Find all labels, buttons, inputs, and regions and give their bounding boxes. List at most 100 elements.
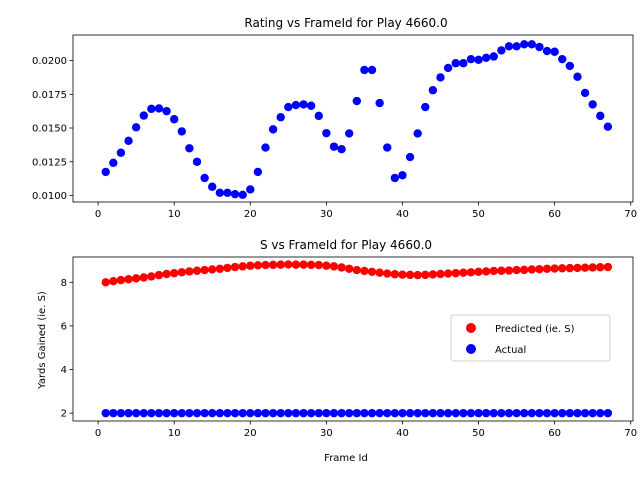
x-tick-label: 40 — [396, 428, 409, 439]
x-tick-label: 0 — [95, 428, 101, 439]
data-point — [558, 408, 567, 418]
data-point — [527, 40, 536, 49]
data-point — [337, 263, 346, 272]
data-point — [284, 102, 293, 112]
data-point — [443, 408, 453, 418]
data-point — [314, 408, 323, 418]
data-point — [200, 173, 209, 183]
data-point — [177, 127, 186, 136]
data-point — [451, 268, 460, 278]
data-point — [230, 262, 240, 272]
data-point — [131, 123, 141, 132]
legend-label-actual: Actual — [495, 345, 526, 356]
x-tick-label: 50 — [472, 209, 485, 220]
data-point — [162, 269, 171, 279]
x-tick-label: 0 — [95, 209, 101, 220]
data-point — [306, 101, 316, 110]
data-point — [329, 262, 339, 271]
data-point — [337, 408, 346, 418]
y-axis-label: Yards Gained (ie. S) — [37, 291, 48, 390]
data-point — [443, 269, 453, 278]
data-point — [162, 106, 171, 116]
data-point — [314, 111, 323, 121]
y-tick-label: 2 — [61, 409, 67, 420]
data-point — [504, 42, 514, 51]
data-point — [124, 136, 133, 146]
plot-frame — [72, 34, 634, 203]
data-point — [185, 144, 194, 153]
data-point — [580, 263, 590, 272]
data-point — [535, 408, 544, 418]
data-point — [253, 261, 263, 270]
data-point — [588, 263, 597, 272]
data-point — [147, 408, 156, 418]
data-point — [550, 47, 559, 56]
data-point — [329, 408, 339, 418]
data-point — [261, 260, 270, 270]
data-point — [367, 267, 377, 277]
data-point — [466, 268, 476, 277]
x-tick-label: 20 — [244, 428, 257, 439]
data-point — [428, 86, 438, 95]
data-point — [230, 408, 240, 418]
data-point — [322, 261, 331, 270]
data-point — [573, 263, 582, 273]
data-point — [185, 267, 194, 276]
data-point — [284, 260, 293, 269]
data-point — [291, 408, 301, 418]
data-point — [428, 270, 438, 279]
data-point — [383, 143, 392, 152]
data-point — [261, 408, 270, 418]
data-point — [405, 408, 415, 418]
data-point — [367, 65, 377, 75]
data-point — [451, 408, 460, 418]
data-point — [276, 260, 285, 269]
data-point — [109, 408, 118, 418]
data-point — [268, 125, 278, 134]
data-point — [322, 408, 331, 418]
data-point — [124, 408, 133, 418]
data-point — [154, 408, 164, 418]
data-point — [596, 111, 605, 121]
data-point — [170, 268, 179, 278]
data-point — [428, 408, 438, 418]
data-point — [603, 122, 613, 131]
data-point — [230, 189, 240, 199]
data-point — [489, 266, 498, 276]
data-point — [451, 59, 460, 68]
data-point — [109, 277, 118, 286]
data-point — [276, 113, 285, 122]
chart-rating-vs-frameid: Rating vs FrameId for Play 4660.0 0 10 20 3… — [32, 16, 637, 220]
data-point — [421, 102, 430, 112]
data-point — [588, 100, 597, 109]
data-point — [215, 188, 225, 198]
data-point — [352, 408, 361, 418]
data-point — [314, 260, 323, 270]
legend-label-predicted: Predicted (ie. S) — [495, 324, 575, 335]
data-point — [466, 408, 476, 418]
legend-marker-predicted — [466, 323, 476, 333]
data-point — [481, 53, 491, 63]
data-point — [383, 408, 392, 418]
data-point — [116, 408, 126, 418]
data-point — [291, 100, 301, 110]
chart-s-vs-frameid: S vs FrameId for Play 4660.0 Yards Gaine… — [37, 238, 637, 464]
data-point — [223, 263, 232, 273]
legend-marker-actual — [466, 344, 476, 354]
x-tick-label: 30 — [320, 428, 333, 439]
data-point — [215, 408, 225, 418]
data-point — [299, 100, 308, 109]
data-point — [215, 264, 225, 273]
data-point — [474, 55, 483, 65]
data-point — [565, 263, 575, 273]
data-point — [588, 408, 597, 418]
data-point — [398, 171, 407, 180]
legend: Predicted (ie. S) Actual — [450, 314, 611, 362]
data-point — [558, 264, 567, 273]
data-point — [580, 408, 590, 418]
data-point — [116, 275, 126, 285]
data-point — [474, 408, 483, 418]
chart-title: Rating vs FrameId for Play 4660.0 — [244, 16, 447, 30]
data-point — [360, 408, 369, 418]
data-point — [299, 260, 308, 269]
